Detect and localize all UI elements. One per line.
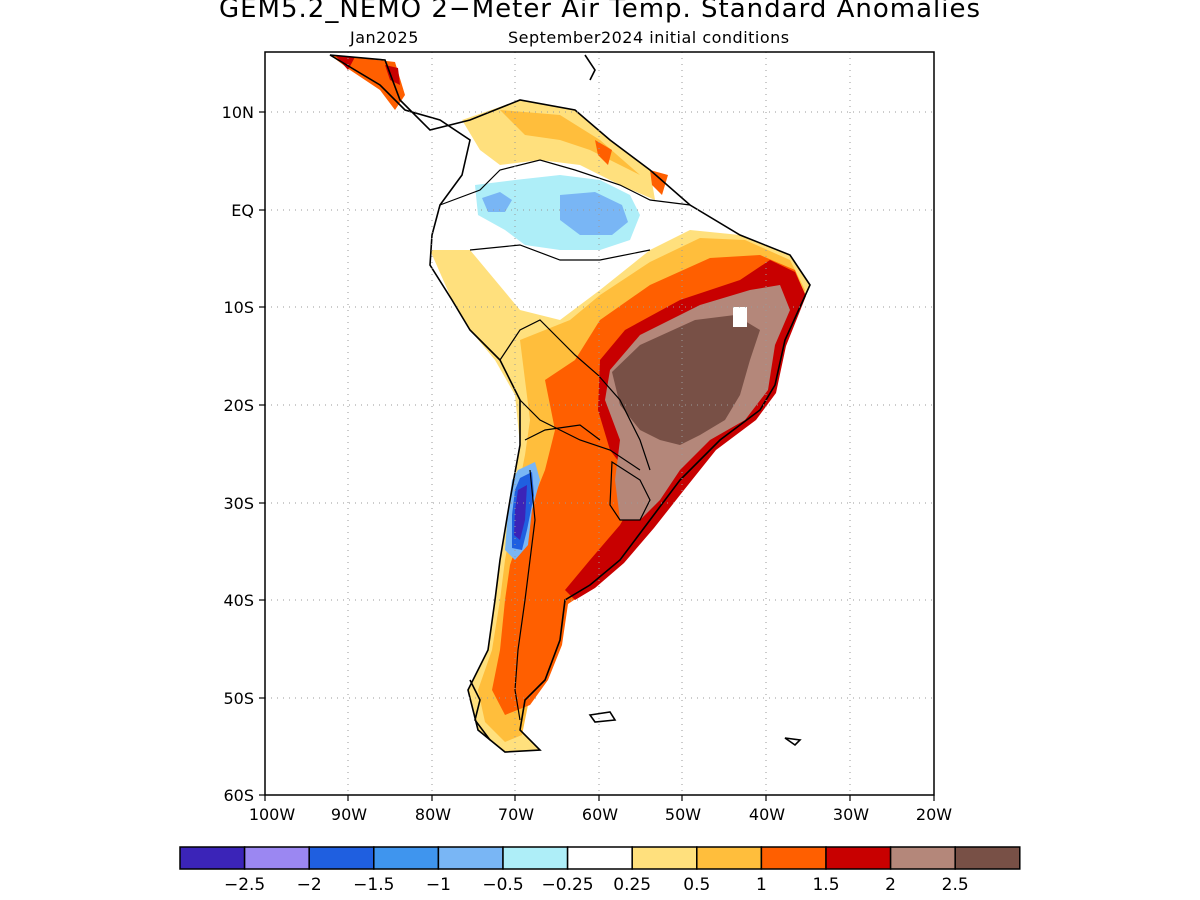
legend-color-box [243,846,310,870]
legend-label: −1 [426,875,451,895]
legend-color-box [373,846,440,870]
legend-color-box [825,846,892,870]
legend-label: −0.25 [542,875,594,895]
fill-0.25-north [462,100,655,200]
y-tick-label: 20S [223,396,254,415]
x-axis: 100W 90W 80W 70W 60W 50W 40W 30W 20W [249,795,952,824]
x-tick-label: 40W [749,805,785,824]
legend-color-box [179,846,246,870]
legend-color-box [308,846,375,870]
y-axis: 10N EQ 10S 20S 30S 40S 50S 60S [222,103,265,805]
fill-neg-0.5-west [482,192,512,212]
fill-central-america-red [335,55,400,85]
x-tick-label: 20W [916,805,952,824]
anomaly-fill [330,55,810,752]
x-tick-label: 50W [665,805,701,824]
fill-neg-andes-core [514,485,527,540]
y-tick-label: 50S [223,689,254,708]
y-tick-label: 10N [222,103,254,122]
legend-label: 1 [756,875,767,895]
fill-north-coast [595,140,668,195]
legend-boxes [179,846,1021,870]
y-tick-label: EQ [231,201,254,220]
y-tick-label: 10S [223,298,254,317]
coastline [329,54,811,753]
legend-color-box [566,846,633,870]
legend-label: −2 [297,875,322,895]
x-tick-label: 80W [415,805,451,824]
x-tick-label: 70W [498,805,534,824]
legend-color-box [696,846,763,870]
x-tick-label: 60W [582,805,618,824]
missing-value-cell [733,307,747,327]
legend-label: −2.5 [224,875,265,895]
legend-label: 2 [885,875,896,895]
legend-color-box [502,846,569,870]
legend-color-box [889,846,956,870]
initial-conditions: September2024 initial conditions [508,28,790,47]
fill-neg-0.5 [560,192,628,235]
y-tick-label: 60S [223,786,254,805]
y-tick-label: 40S [223,591,254,610]
fill-0.5-north [500,110,640,175]
legend-label: 0.25 [613,875,651,895]
legend-labels: −2.5 −2 −1.5 −1 −0.5 −0.25 0.25 0.5 1 1.5 2 2.5 [224,875,969,895]
x-tick-label: 90W [331,805,367,824]
country-borders [439,159,691,721]
fill-2.5 [612,315,760,445]
forecast-month: Jan2025 [350,28,419,47]
legend-label: −1.5 [353,875,394,895]
legend-color-box [631,846,698,870]
legend-label: 0.5 [683,875,710,895]
legend-color-box [760,846,827,870]
legend-color-box [437,846,504,870]
x-tick-label: 100W [249,805,296,824]
legend-label: −0.5 [482,875,523,895]
y-tick-label: 30S [223,494,254,513]
legend-color-box [954,846,1021,870]
map-title: GEM5.2_NEMO 2−Meter Air Temp. Standard A… [218,0,982,24]
x-tick-label: 30W [833,805,869,824]
legend-label: 1.5 [812,875,839,895]
legend-label: 2.5 [942,875,969,895]
